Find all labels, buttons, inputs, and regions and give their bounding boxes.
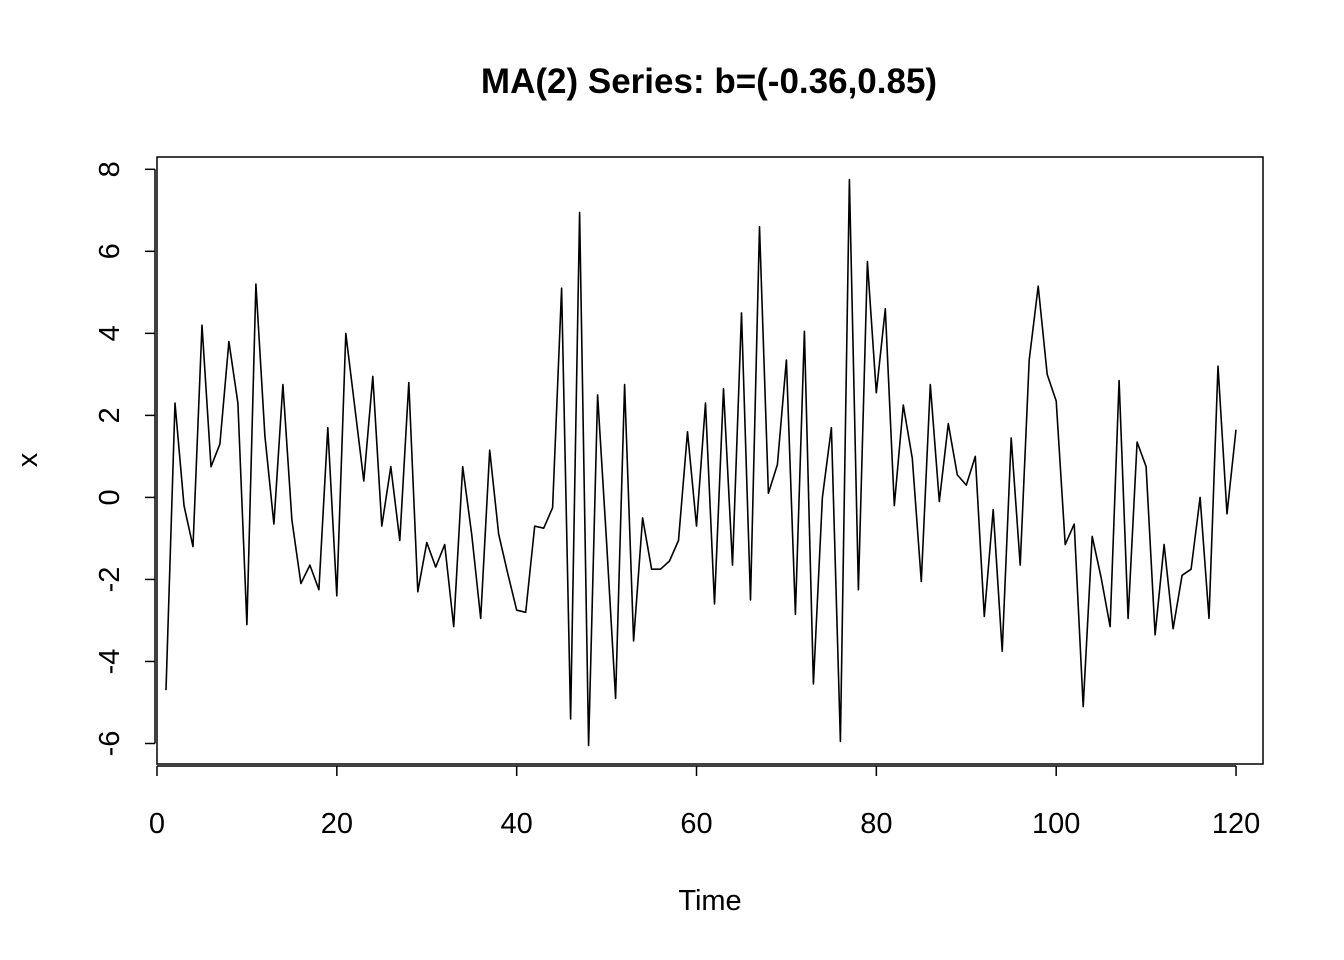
x-tick-label: 80: [860, 808, 892, 840]
y-tick-label: 2: [94, 407, 126, 423]
x-tick-label: 120: [1212, 808, 1260, 840]
x-axis: 0 20 40 60 80 100 120: [149, 765, 1260, 840]
y-tick-label: 8: [94, 161, 126, 177]
plot-frame: [156, 156, 1264, 765]
y-tick-label: 6: [94, 243, 126, 259]
x-tick-label: 100: [1032, 808, 1080, 840]
x-tick-label: 20: [321, 808, 353, 840]
x-tick-label: 0: [149, 808, 165, 840]
y-tick-label: -4: [94, 649, 126, 675]
chart-title: MA(2) Series: b=(-0.36,0.85): [481, 62, 937, 101]
x-tick-label: 40: [501, 808, 533, 840]
y-tick-label: 0: [94, 489, 126, 505]
series-line: [165, 178, 1237, 747]
x-tick-label: 60: [680, 808, 712, 840]
y-axis: -6 -4 -2 0 2 4 6 8: [94, 161, 156, 757]
x-axis-label: Time: [678, 885, 741, 917]
y-tick-label: 4: [94, 325, 126, 341]
y-axis-label: x: [12, 452, 44, 467]
y-tick-label: -6: [94, 731, 126, 757]
y-tick-label: -2: [94, 567, 126, 593]
